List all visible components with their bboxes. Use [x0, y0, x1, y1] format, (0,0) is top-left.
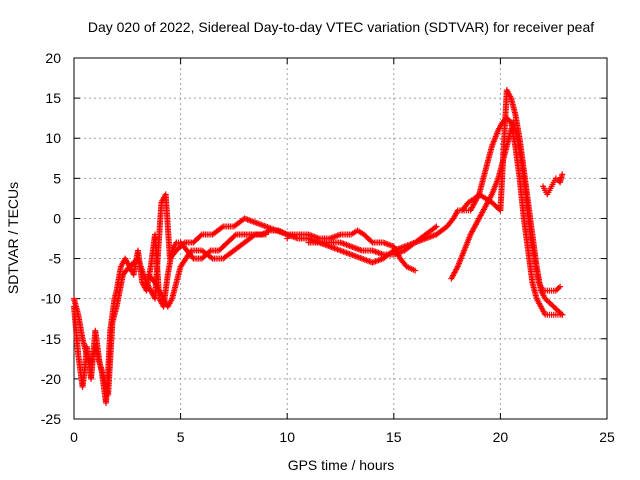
data-point [262, 231, 269, 238]
y-tick-label: 15 [45, 90, 61, 106]
y-tick-label: -5 [49, 251, 62, 267]
chart-title: Day 020 of 2022, Sidereal Day-to-day VTE… [88, 19, 594, 35]
data-point [189, 254, 196, 261]
data-point [231, 232, 238, 239]
data-point [559, 311, 566, 318]
y-tick-label: -15 [41, 331, 61, 347]
x-tick-label: 15 [386, 429, 402, 445]
y-axis-label: SDTVAR / TECUs [5, 182, 21, 294]
data-point [187, 248, 194, 255]
x-tick-label: 20 [493, 429, 509, 445]
data-point [557, 283, 564, 290]
data-point [433, 223, 440, 230]
data-point [218, 224, 225, 231]
data-point [368, 238, 375, 245]
x-tick-label: 10 [279, 429, 295, 445]
gridlines [74, 58, 607, 419]
data-points [71, 87, 566, 406]
data-point [412, 267, 419, 274]
data-point [197, 232, 204, 239]
y-tick-label: 0 [53, 210, 61, 226]
x-axis-label: GPS time / hours [288, 457, 395, 473]
y-tick-label: 5 [53, 170, 61, 186]
y-tick-label: 10 [45, 130, 61, 146]
plot-frame [73, 57, 608, 420]
axis-ticks: 0 5 10 15 20 25 -25 -20 -15 -10 -5 0 5 10 15 20 [41, 50, 615, 445]
data-point [432, 224, 439, 231]
y-tick-label: -25 [41, 411, 61, 427]
data-point [284, 235, 291, 242]
data-point [250, 232, 257, 239]
y-tick-label: -10 [41, 291, 61, 307]
y-tick-label: 20 [45, 50, 61, 66]
x-tick-label: 25 [599, 429, 615, 445]
x-tick-label: 0 [70, 429, 78, 445]
data-point [559, 171, 566, 178]
x-tick-label: 5 [177, 429, 185, 445]
data-point [180, 240, 187, 247]
data-point [208, 254, 215, 261]
y-tick-label: -20 [41, 371, 61, 387]
